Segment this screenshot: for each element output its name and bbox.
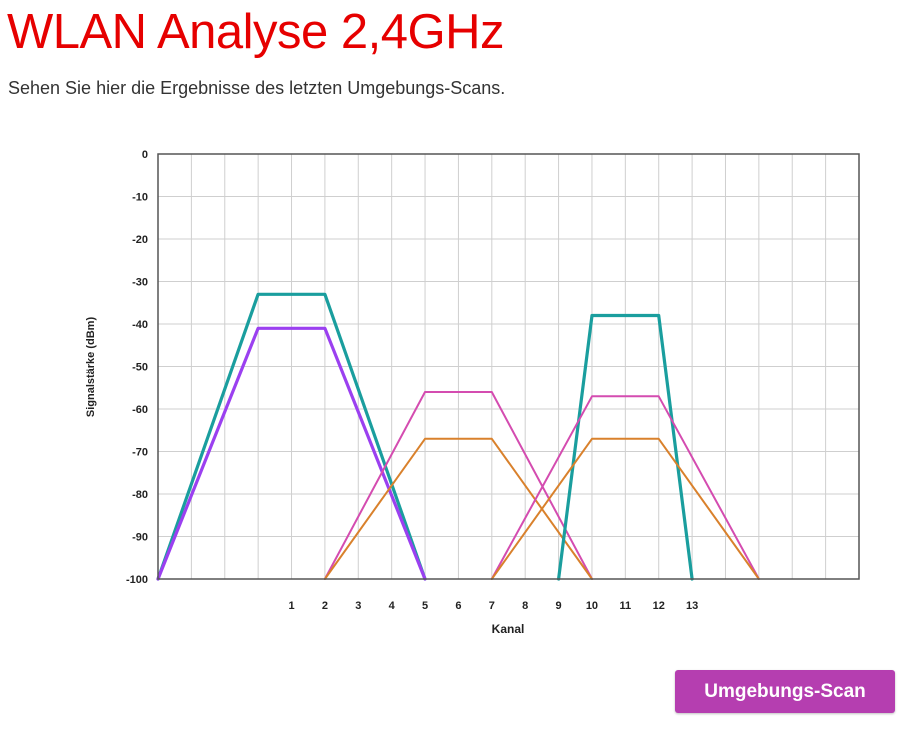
page-subtitle: Sehen Sie hier die Ergebnisse des letzte… [8, 78, 506, 98]
signal-series-5 [557, 313, 694, 581]
y-tick-label: 0 [142, 149, 148, 161]
y-tick-label: -100 [126, 574, 148, 586]
y-tick-label: -90 [132, 532, 148, 544]
page-title: WLAN Analyse 2,4GHz [7, 5, 505, 59]
signal-series-6 [490, 395, 760, 580]
y-axis-label: Signalstärke (dBm) [85, 317, 97, 418]
x-tick-label: 7 [489, 600, 495, 612]
x-tick-label: 9 [556, 600, 562, 612]
x-axis-label: Kanal [492, 622, 525, 636]
signal-series-7 [490, 437, 760, 580]
y-tick-label: -10 [132, 192, 148, 204]
y-tick-label: -40 [132, 319, 148, 331]
x-tick-label: 11 [620, 600, 632, 612]
y-tick-labels: 0 -10 -20 -30 -40 -50 -60 -70 -80 -90 -100 [126, 149, 148, 586]
x-tick-label: 8 [522, 600, 528, 612]
signal-series-3 [323, 391, 593, 580]
chart-series-layer [156, 292, 760, 581]
x-tick-label: 13 [686, 600, 698, 612]
x-tick-labels: 1 2 3 4 5 6 7 8 9 10 11 12 13 [288, 600, 698, 612]
x-tick-label: 2 [322, 600, 328, 612]
x-tick-label: 5 [422, 600, 428, 612]
x-tick-label: 12 [653, 600, 665, 612]
y-tick-label: -20 [132, 234, 148, 246]
y-tick-label: -80 [132, 489, 148, 501]
x-tick-label: 10 [586, 600, 598, 612]
y-tick-label: -30 [132, 277, 148, 289]
x-tick-label: 3 [355, 600, 361, 612]
x-tick-label: 6 [455, 600, 461, 612]
y-tick-label: -70 [132, 447, 148, 459]
chart-grid [158, 154, 859, 579]
signal-series-2 [156, 326, 427, 581]
y-tick-label: -60 [132, 404, 148, 416]
x-tick-label: 1 [288, 600, 294, 612]
plot-frame [157, 153, 860, 580]
x-tick-label: 4 [389, 600, 396, 612]
umgebungs-scan-button[interactable]: Umgebungs-Scan [675, 670, 895, 713]
y-tick-label: -50 [132, 362, 148, 374]
signal-series-1 [156, 292, 427, 581]
